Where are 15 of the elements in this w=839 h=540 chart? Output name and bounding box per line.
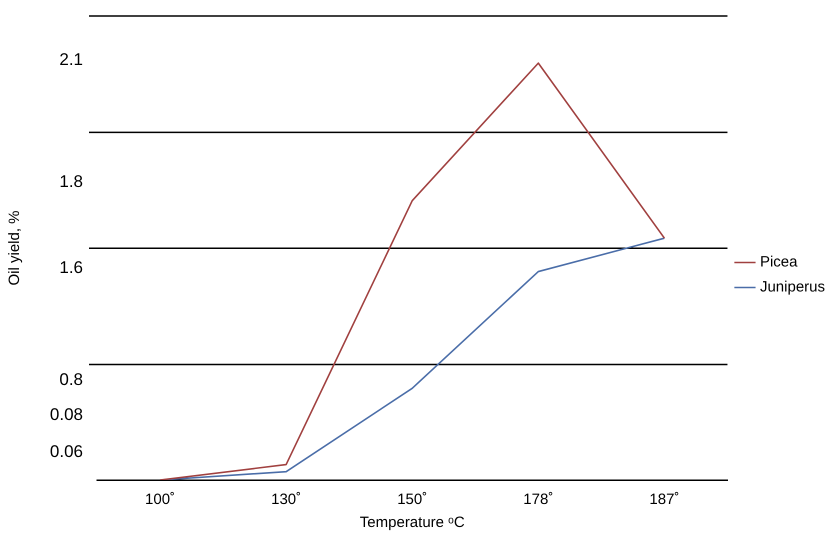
legend-label: Picea: [760, 254, 798, 271]
x-axis-title: Temperature ᵒC: [360, 514, 465, 532]
text: 1.8: [59, 172, 83, 192]
text: 0.06: [50, 442, 83, 462]
text: 0.08: [50, 405, 83, 425]
x-tick-label: 150˚: [397, 491, 428, 508]
x-tick-label: 130˚: [271, 491, 302, 508]
y-axis-title: Oil yield, %: [6, 210, 24, 286]
text: 1.6: [59, 258, 83, 278]
x-tick-label: 178˚: [523, 491, 554, 508]
x-tick-label: 187˚: [649, 491, 680, 508]
text: 0.8: [59, 370, 83, 390]
x-tick-label: 100˚: [145, 491, 176, 508]
text: 2.1: [59, 50, 83, 70]
legend-label: Juniperus: [760, 278, 826, 296]
